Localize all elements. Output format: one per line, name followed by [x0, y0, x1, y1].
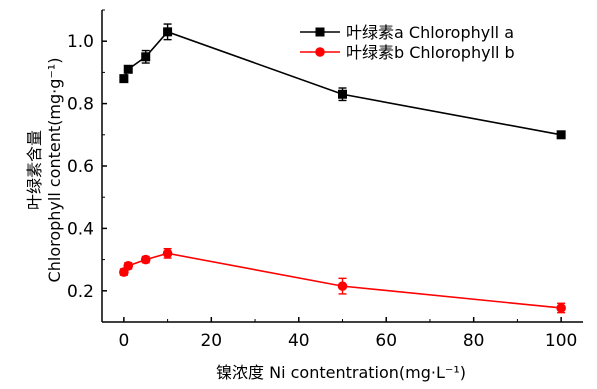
data-point	[338, 89, 347, 99]
y-axis-label-line1: 叶绿素含量	[25, 130, 44, 210]
legend-item: 叶绿素b Chlorophyll b	[300, 43, 515, 62]
y-tick-label: 0.6	[67, 157, 94, 177]
y-tick-label: 0.4	[67, 219, 94, 239]
axes: 0 20 40 60 80 100 0.2 0.4 0.6 0.8 1.0	[67, 9, 583, 351]
legend-label: 叶绿素a Chlorophyll a	[346, 23, 514, 42]
legend-marker	[315, 47, 325, 57]
series-1	[119, 23, 566, 140]
data-point	[123, 261, 134, 271]
y-axis-label-line2: Chlorophyll content(mg·g⁻¹)	[45, 58, 64, 283]
x-tick-label: 60	[375, 331, 397, 351]
data-point	[123, 64, 133, 74]
y-tick-label: 0.8	[67, 95, 94, 115]
legend-label: 叶绿素b Chlorophyll b	[346, 43, 515, 62]
data-point	[556, 303, 566, 313]
data-point	[337, 281, 348, 291]
series-group	[119, 23, 566, 314]
data-point	[556, 130, 566, 140]
series-2	[119, 247, 566, 314]
data-point	[140, 254, 151, 265]
legend-item: 叶绿素a Chlorophyll a	[300, 23, 514, 42]
data-point	[141, 52, 151, 62]
legend-marker	[315, 27, 325, 37]
y-tick-label: 1.0	[67, 32, 94, 52]
x-tick-label: 40	[288, 331, 310, 351]
data-point	[162, 248, 173, 259]
data-point	[163, 27, 173, 37]
x-axis-label: 镍浓度 Ni contentration(mg·L⁻¹)	[216, 363, 466, 382]
x-tick-label: 20	[200, 331, 222, 351]
y-tick-label: 0.2	[67, 282, 94, 302]
x-tick-label: 80	[463, 331, 485, 351]
x-tick-label: 0	[118, 331, 129, 351]
data-point	[119, 74, 129, 84]
x-tick-label: 100	[545, 331, 577, 351]
